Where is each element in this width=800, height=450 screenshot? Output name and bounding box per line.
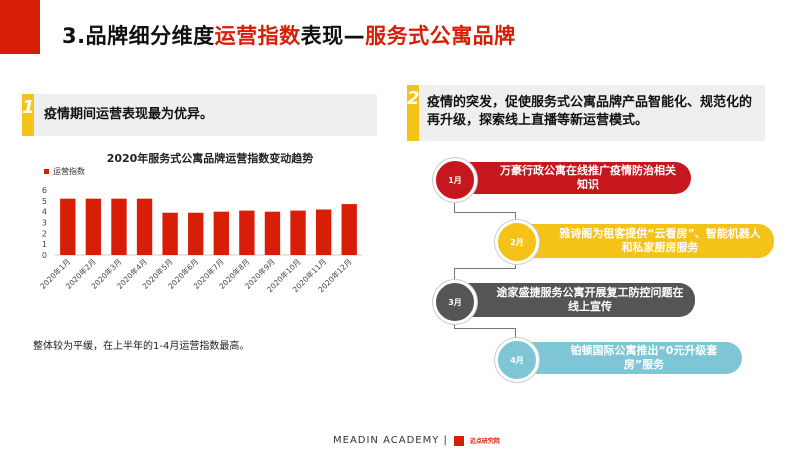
- timeline-connector: [515, 328, 516, 340]
- timeline-connector: [454, 212, 516, 213]
- timeline-month-2: 2月: [495, 220, 539, 264]
- chart-legend: 运营指数: [44, 166, 85, 177]
- timeline-item-4: 铂顿国际公寓推出“0元升级套房”服务: [510, 342, 742, 374]
- bar: [341, 204, 357, 255]
- chart-title: 2020年服务式公寓品牌运营指数变动趋势: [106, 152, 314, 165]
- legend-swatch: [44, 169, 49, 174]
- bar: [60, 198, 76, 255]
- bar: [239, 210, 255, 255]
- right-heading-box: 2 疫情的突发，促使服务式公寓品牌产品智能化、规范化的再升级，探索线上直播等新运…: [407, 85, 765, 141]
- timeline-connector: [454, 268, 516, 269]
- right-heading: 疫情的突发，促使服务式公寓品牌产品智能化、规范化的再升级，探索线上直播等新运营模…: [427, 95, 753, 128]
- bar: [290, 210, 306, 255]
- timeline-month-3: 3月: [433, 280, 477, 324]
- timeline-item-3: 途家盛捷服务公寓开展复工防控问题在线上宣传: [449, 283, 695, 317]
- brand-logo-icon: [453, 435, 464, 446]
- y-tick-label: 1: [42, 240, 47, 249]
- left-heading-box: 1 疫情期间运营表现最为优异。: [22, 94, 377, 136]
- y-tick-label: 5: [42, 197, 47, 206]
- bar: [264, 211, 281, 255]
- bar: [188, 212, 204, 255]
- bar: [213, 211, 229, 255]
- timeline-connector: [454, 328, 516, 329]
- footer-brand-text: MEADIN ACADEMY |: [333, 435, 448, 446]
- bar: [136, 198, 153, 255]
- bar: [111, 198, 127, 255]
- left-heading: 疫情期间运营表现最为优异。: [44, 107, 214, 122]
- timeline-item-2: 雅诗阁为租客提供“云看房”、智能机器人和私家厨房服务: [510, 224, 774, 258]
- y-tick-label: 4: [42, 208, 47, 217]
- corner-accent-block: [0, 0, 40, 54]
- page-title: 3.品牌细分维度运营指数表现—服务式公寓品牌: [62, 24, 516, 48]
- timeline-month-4: 4月: [495, 338, 539, 382]
- timeline-connector: [515, 212, 516, 222]
- y-tick-label: 0: [42, 251, 47, 260]
- logo-text: 迈点研究院: [469, 438, 500, 445]
- timeline-item-1: 万豪行政公寓在线推广疫情防治相关知识: [449, 162, 691, 194]
- chart-note: 整体较为平缓，在上半年的1-4月运营指数最高。: [33, 341, 250, 352]
- number-tab-1: 1: [22, 94, 35, 136]
- legend-label: 运营指数: [53, 167, 85, 176]
- y-tick-label: 2: [42, 229, 47, 238]
- timeline-connector: [454, 268, 455, 282]
- bar: [85, 198, 102, 255]
- number-tab-2: 2: [407, 85, 420, 141]
- y-tick-label: 3: [42, 219, 47, 228]
- bar: [315, 209, 332, 255]
- bar: [162, 212, 178, 255]
- footer-brand: MEADIN ACADEMY | 迈点研究院: [333, 435, 500, 446]
- y-tick-label: 6: [42, 186, 47, 195]
- timeline-connector: [454, 196, 455, 212]
- timeline-month-1: 1月: [433, 158, 477, 202]
